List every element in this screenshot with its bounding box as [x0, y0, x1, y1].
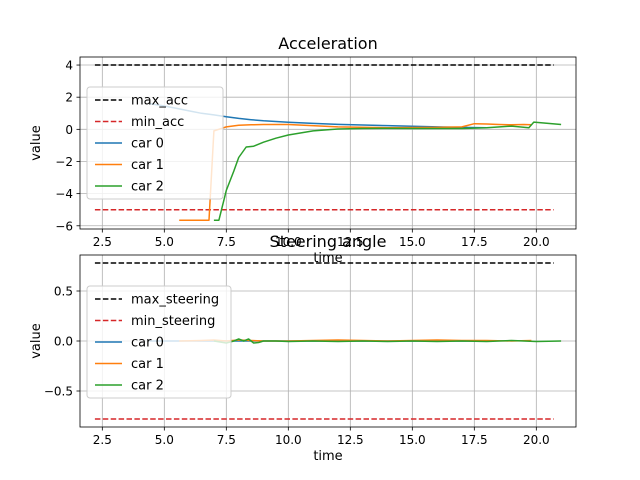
steering-x-tick-label: 10.0: [275, 433, 302, 447]
steering-x-tick-label: 17.5: [461, 433, 488, 447]
acceleration-x-tick-label: 20.0: [523, 235, 550, 249]
acceleration-axes-frame: [79, 56, 577, 230]
steering-legend-label: max_steering: [131, 293, 219, 308]
acceleration-x-tick-label: 10.0: [275, 235, 302, 249]
acceleration-x-ticks: 2.5 5.0 7.5 10.0 12.5 15.0 17.5 20.0: [93, 229, 550, 249]
acceleration-legend-box: [86, 86, 224, 200]
acceleration-x-tick-label: 7.5: [217, 235, 236, 249]
steering-x-label: time: [313, 449, 342, 464]
acceleration-legend-label: car 0: [131, 137, 164, 152]
acceleration-y-tick-label: −6: [55, 219, 73, 233]
steering-x-tick-label: 5.0: [155, 433, 174, 447]
acceleration-x-tick-label: 17.5: [461, 235, 488, 249]
steering-y-tick-label: 0.0: [54, 335, 73, 349]
steering-y-ticks: 0.5 0.0 −0.5: [44, 285, 80, 399]
steering-series-car-2: [213, 338, 562, 344]
acceleration-y-tick-label: −2: [55, 155, 73, 169]
acceleration-legend-label: min_acc: [131, 115, 184, 130]
steering-legend-label: min_steering: [131, 314, 215, 329]
steering-y-tick-label: −0.5: [44, 385, 73, 399]
acceleration-series-car-2: [213, 121, 562, 221]
steering-title: Steering angle: [270, 232, 387, 251]
acceleration-x-tick-label: 15.0: [399, 235, 426, 249]
acceleration-y-ticks: 4 2 0 −2 −4 −6: [55, 59, 80, 233]
acceleration-legend-label: car 2: [131, 180, 164, 195]
acceleration-legend-label: max_acc: [131, 94, 188, 109]
acceleration-y-label: value: [29, 125, 44, 161]
acceleration-y-tick-label: 2: [65, 91, 73, 105]
steering-y-label: value: [29, 323, 44, 359]
acceleration-y-tick-label: −4: [55, 187, 73, 201]
steering-legend-label: car 2: [131, 379, 164, 394]
steering-x-tick-label: 15.0: [399, 433, 426, 447]
steering-x-tick-label: 7.5: [217, 433, 236, 447]
acceleration-legend-label: car 1: [131, 158, 164, 173]
steering-legend-label: car 0: [131, 336, 164, 351]
steering-angle-chart: 2.5 5.0 7.5 10.0 12.5 15.0 17.5 20.0 0.5 0.0 −0.5…: [29, 232, 577, 464]
steering-legend-label: car 1: [131, 357, 164, 372]
acceleration-x-tick-label: 5.0: [155, 235, 174, 249]
acceleration-y-tick-label: 4: [65, 59, 73, 73]
acceleration-series-car-1: [179, 122, 532, 221]
acceleration-x-tick-label: 2.5: [93, 235, 112, 249]
acceleration-title: Acceleration: [278, 34, 377, 53]
steering-y-tick-label: 0.5: [54, 285, 73, 299]
steering-legend-box: [86, 285, 232, 399]
acceleration-y-tick-label: 0: [65, 123, 73, 137]
steering-x-ticks: 2.5 5.0 7.5 10.0 12.5 15.0 17.5 20.0: [93, 427, 550, 447]
steering-x-tick-label: 12.5: [337, 433, 364, 447]
acceleration-chart: 2.5 5.0 7.5 10.0 12.5 15.0 17.5 20.0 420−2−4−6 …: [29, 34, 577, 266]
acceleration-x-tick-label: 12.5: [337, 235, 364, 249]
steering-x-tick-label: 2.5: [93, 433, 112, 447]
acceleration-series: [94, 64, 562, 221]
steering-x-tick-label: 20.0: [523, 433, 550, 447]
